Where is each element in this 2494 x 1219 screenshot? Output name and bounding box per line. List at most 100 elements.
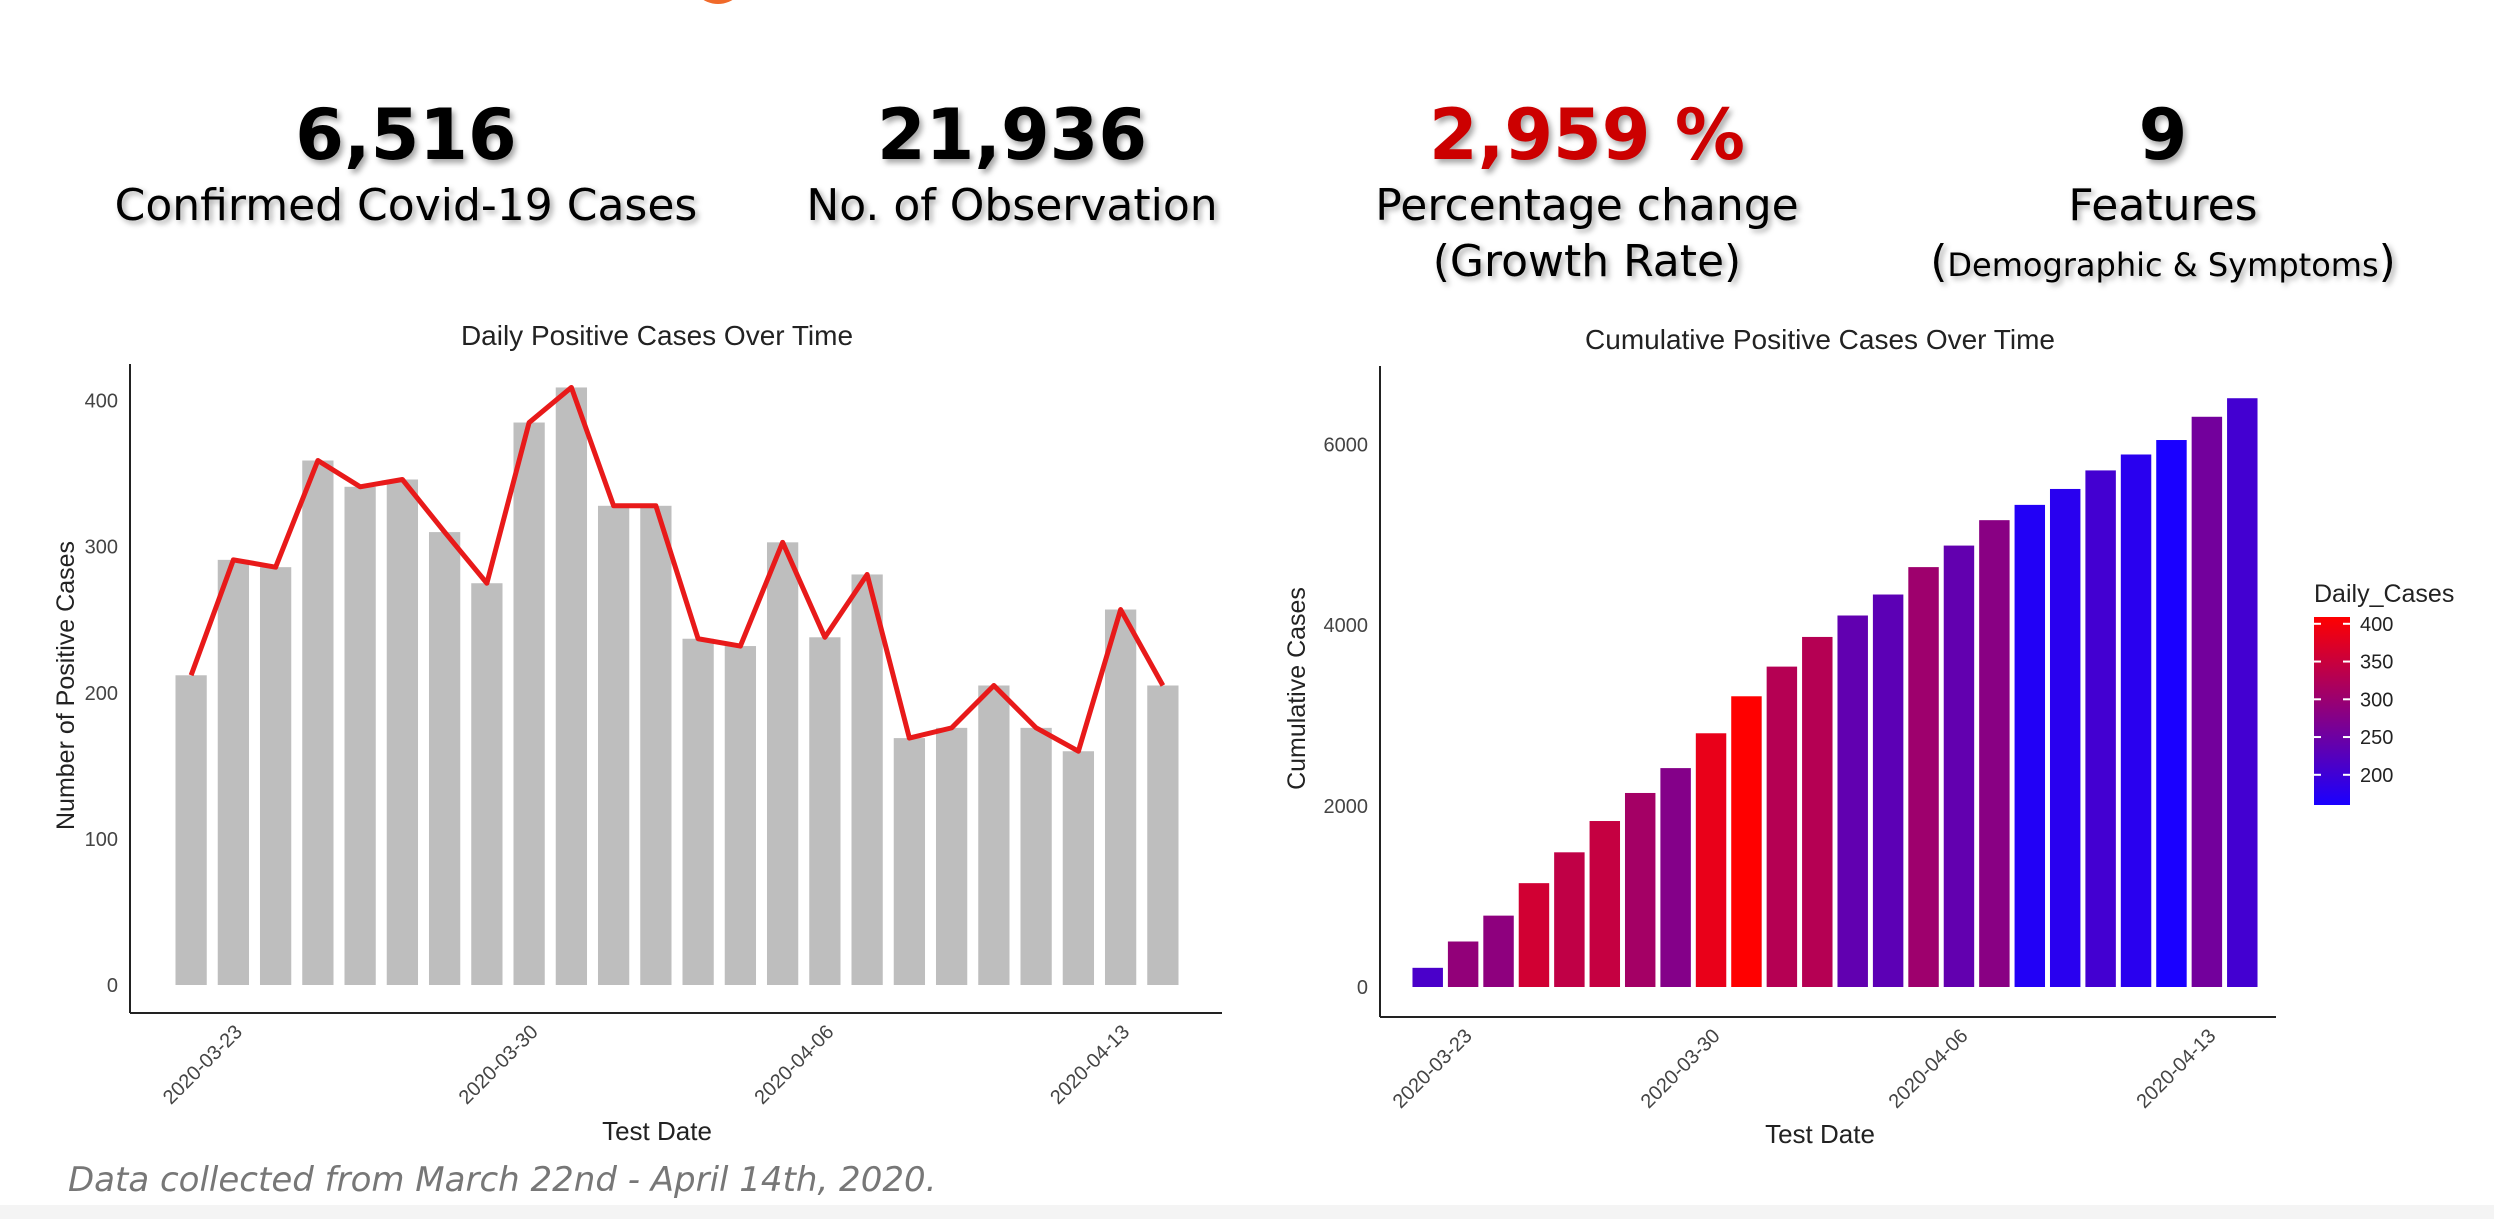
bar	[1020, 727, 1052, 985]
bar	[2191, 416, 2223, 987]
trend-line	[188, 384, 1166, 754]
x-tick-label: 2020-04-13	[2133, 1025, 2221, 1113]
x-tick-label: 2020-04-06	[751, 1021, 839, 1109]
bar	[1802, 636, 1833, 987]
y-tick-label: 6000	[1324, 434, 1369, 456]
bar	[1766, 666, 1798, 987]
bar	[766, 542, 799, 985]
daily-cases-chart: Daily Positive Cases Over Time 0 100 200 300…	[0, 300, 1260, 1160]
kpi-label: Percentage change	[1375, 180, 1799, 231]
x-tick-label: 2020-03-23	[1389, 1025, 1477, 1113]
chart-title: Daily Positive Cases Over Time	[461, 320, 853, 351]
y-tick-label: 0	[1357, 977, 1368, 999]
bar	[935, 727, 968, 985]
cumulative-cases-svg: Cumulative Positive Cases Over Time 0 2000…	[1283, 324, 2454, 1149]
bar	[1412, 967, 1443, 987]
paren-close: )	[2378, 236, 2396, 287]
kpi-value: 21,936	[876, 94, 1148, 176]
bar	[1589, 821, 1621, 987]
bar	[2049, 488, 2081, 987]
x-tick-label: 2020-03-23	[159, 1021, 247, 1109]
bar	[386, 479, 419, 985]
y-tick-label: 0	[107, 975, 118, 997]
bar	[1731, 696, 1762, 987]
legend-tick-label: 300	[2360, 689, 2393, 711]
bar	[217, 559, 250, 985]
bar	[978, 685, 1010, 985]
x-tick-label: 2020-03-30	[1637, 1025, 1725, 1113]
chart-title: Cumulative Positive Cases Over Time	[1585, 324, 2055, 355]
y-tick-label: 200	[85, 683, 118, 705]
bottom-strip	[0, 1205, 2494, 1219]
x-axis-title: Test Date	[1765, 1119, 1875, 1149]
bar	[513, 422, 545, 985]
y-tick-label: 300	[85, 537, 118, 559]
legend-title: Daily_Cases	[2314, 580, 2454, 608]
kpi-label: Confirmed Covid-19 Cases	[114, 180, 698, 231]
bar	[1837, 615, 1868, 987]
y-tick-label: 2000	[1324, 796, 1369, 818]
bar	[175, 675, 207, 985]
bar	[682, 638, 714, 985]
bar	[1147, 685, 1179, 985]
bar	[302, 460, 334, 985]
y-tick-label: 100	[85, 829, 118, 851]
bar	[1660, 768, 1691, 987]
bar	[1872, 594, 1904, 987]
legend-colorbar	[2314, 617, 2350, 805]
x-axis-title: Test Date	[602, 1116, 712, 1146]
bar	[2085, 470, 2116, 988]
bar	[1483, 915, 1514, 987]
bar	[344, 486, 376, 985]
kpi-value: 2,959 %	[1429, 94, 1745, 176]
bar	[1062, 751, 1095, 985]
legend-tick-label: 400	[2360, 614, 2393, 636]
y-axis-title: Number of Positive Cases	[52, 541, 80, 830]
x-tick-label: 2020-04-13	[1046, 1021, 1134, 1109]
kpi-label: No. of Observation	[806, 180, 1218, 231]
y-tick-label: 400	[85, 391, 118, 413]
logo-fragment	[690, 0, 746, 4]
legend-tick-label: 250	[2360, 727, 2393, 749]
bar	[2120, 454, 2152, 987]
bar	[851, 574, 883, 985]
bar	[1554, 852, 1585, 987]
bar	[724, 646, 757, 985]
footer-note: Data collected from March 22nd - April 1…	[68, 1160, 937, 1200]
kpi-sublabel: (Growth Rate)	[1432, 236, 1742, 287]
bar	[597, 505, 630, 985]
kpi-growth-rate: 2,959 % Percentage change (Growth Rate)	[1277, 92, 1897, 290]
kpi-confirmed-cases: 6,516 Confirmed Covid-19 Cases	[96, 92, 716, 234]
kpi-value: 9	[2138, 94, 2188, 176]
x-tick-label: 2020-03-30	[455, 1021, 543, 1109]
bar	[1104, 609, 1137, 985]
kpi-sublabel: (Demographic & Symptoms)	[1853, 234, 2473, 293]
bar	[893, 738, 926, 985]
legend-tick-label: 350	[2360, 652, 2393, 674]
legend-tick-label: 200	[2360, 765, 2393, 787]
x-tick-label: 2020-04-06	[1885, 1025, 1973, 1113]
bar	[1908, 567, 1939, 987]
cumulative-cases-chart: Cumulative Positive Cases Over Time 0 2000…	[1260, 300, 2494, 1160]
bar	[2156, 440, 2187, 987]
bar	[1695, 733, 1727, 987]
bar	[1447, 941, 1479, 987]
bar	[471, 583, 503, 985]
bar	[428, 532, 461, 985]
bar	[1518, 883, 1550, 987]
bar	[1979, 520, 2010, 987]
bar	[809, 637, 841, 985]
bar	[259, 567, 292, 985]
bar	[1943, 545, 1975, 987]
kpi-sublabel-text: Demographic & Symptoms	[1947, 246, 2379, 284]
kpi-features: 9 Features (Demographic & Symptoms)	[1853, 92, 2473, 293]
y-axis-title: Cumulative Cases	[1283, 587, 1311, 790]
paren-open: (	[1930, 236, 1948, 287]
kpi-observations: 21,936 No. of Observation	[702, 92, 1322, 234]
bar	[1624, 792, 1656, 987]
bar	[2014, 504, 2046, 987]
y-tick-label: 4000	[1324, 615, 1369, 637]
bar	[640, 505, 672, 985]
bar	[555, 387, 588, 986]
bar	[2227, 398, 2258, 988]
